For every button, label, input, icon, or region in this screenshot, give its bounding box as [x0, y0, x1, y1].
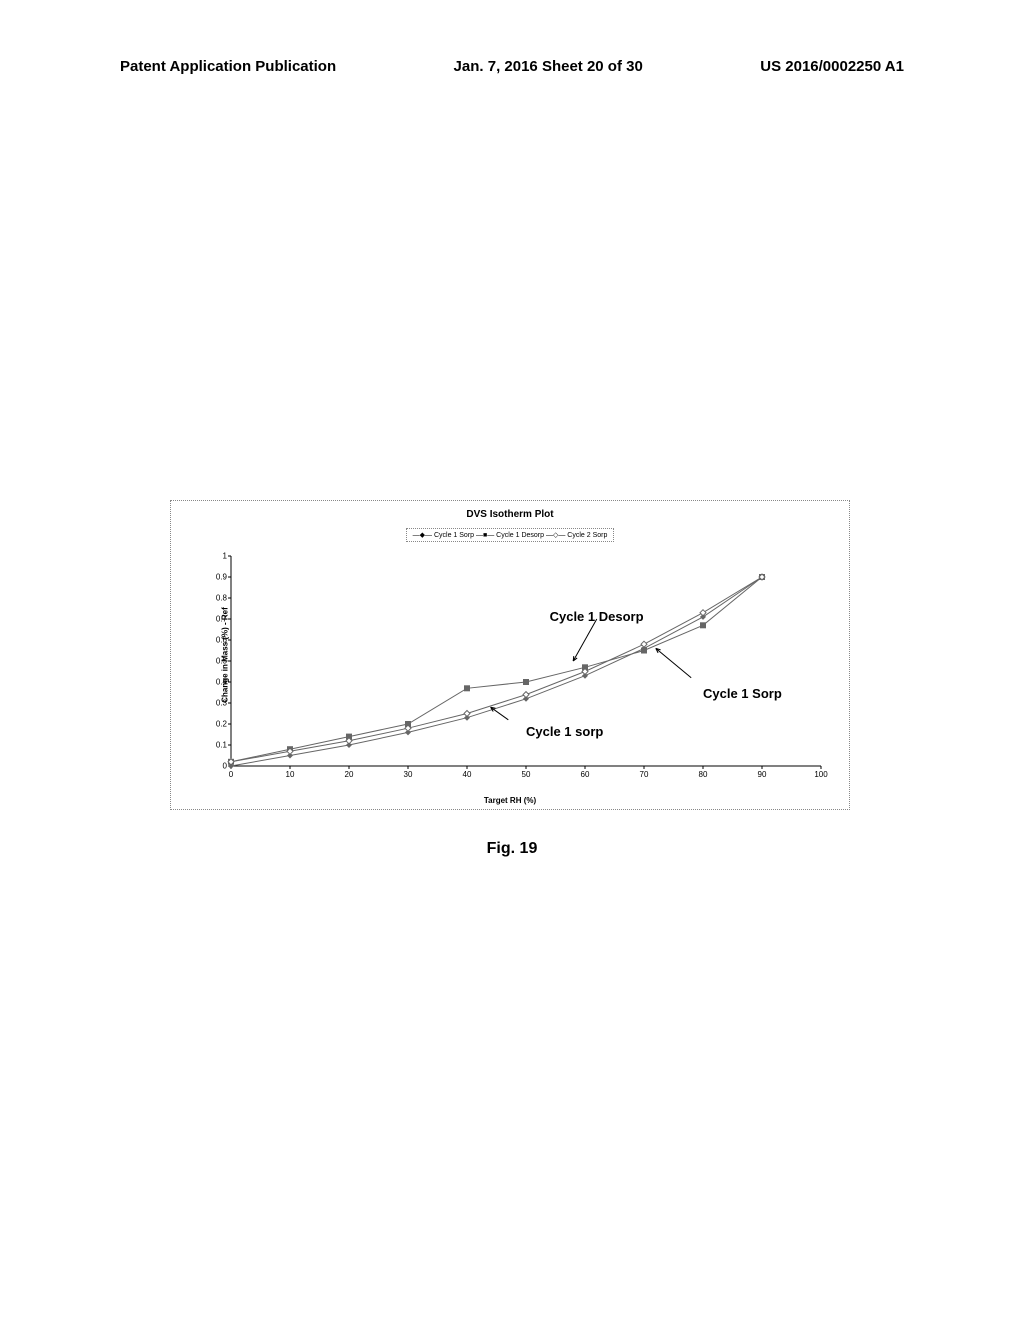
chart-title: DVS Isotherm Plot: [171, 509, 849, 520]
chart-legend: —◆— Cycle 1 Sorp —■— Cycle 1 Desorp —◇— …: [406, 528, 615, 542]
x-tick-label: 20: [345, 766, 354, 779]
y-tick-label: 0.1: [216, 741, 231, 750]
y-tick-label: 0.4: [216, 678, 231, 687]
figure-caption: Fig. 19: [487, 840, 538, 858]
y-tick-label: 0.6: [216, 636, 231, 645]
x-tick-label: 60: [581, 766, 590, 779]
x-tick-label: 30: [404, 766, 413, 779]
y-tick-label: 0.3: [216, 699, 231, 708]
chart-annotation: Cycle 1 Desorp: [550, 609, 644, 624]
page-header: Patent Application Publication Jan. 7, 2…: [0, 58, 1024, 75]
x-tick-label: 10: [286, 766, 295, 779]
x-tick-label: 40: [463, 766, 472, 779]
y-tick-label: 0.2: [216, 720, 231, 729]
x-tick-label: 100: [814, 766, 827, 779]
dvs-chart: DVS Isotherm Plot —◆— Cycle 1 Sorp —■— C…: [170, 500, 850, 810]
x-tick-label: 90: [758, 766, 767, 779]
x-tick-label: 80: [699, 766, 708, 779]
y-tick-label: 0.7: [216, 615, 231, 624]
chart-annotation: Cycle 1 Sorp: [703, 686, 782, 701]
x-tick-label: 70: [640, 766, 649, 779]
header-left: Patent Application Publication: [120, 58, 336, 75]
y-tick-label: 1: [223, 552, 231, 561]
y-tick-label: 0.5: [216, 657, 231, 666]
header-center: Jan. 7, 2016 Sheet 20 of 30: [454, 58, 643, 75]
y-tick-label: 0.9: [216, 573, 231, 582]
y-tick-label: 0.8: [216, 594, 231, 603]
chart-annotation: Cycle 1 sorp: [526, 724, 603, 739]
header-right: US 2016/0002250 A1: [760, 58, 904, 75]
x-axis-label: Target RH (%): [484, 796, 536, 805]
x-tick-label: 50: [522, 766, 531, 779]
x-tick-label: 0: [229, 766, 233, 779]
plot-area: 00.10.20.30.40.50.60.70.80.9101020304050…: [231, 556, 821, 766]
